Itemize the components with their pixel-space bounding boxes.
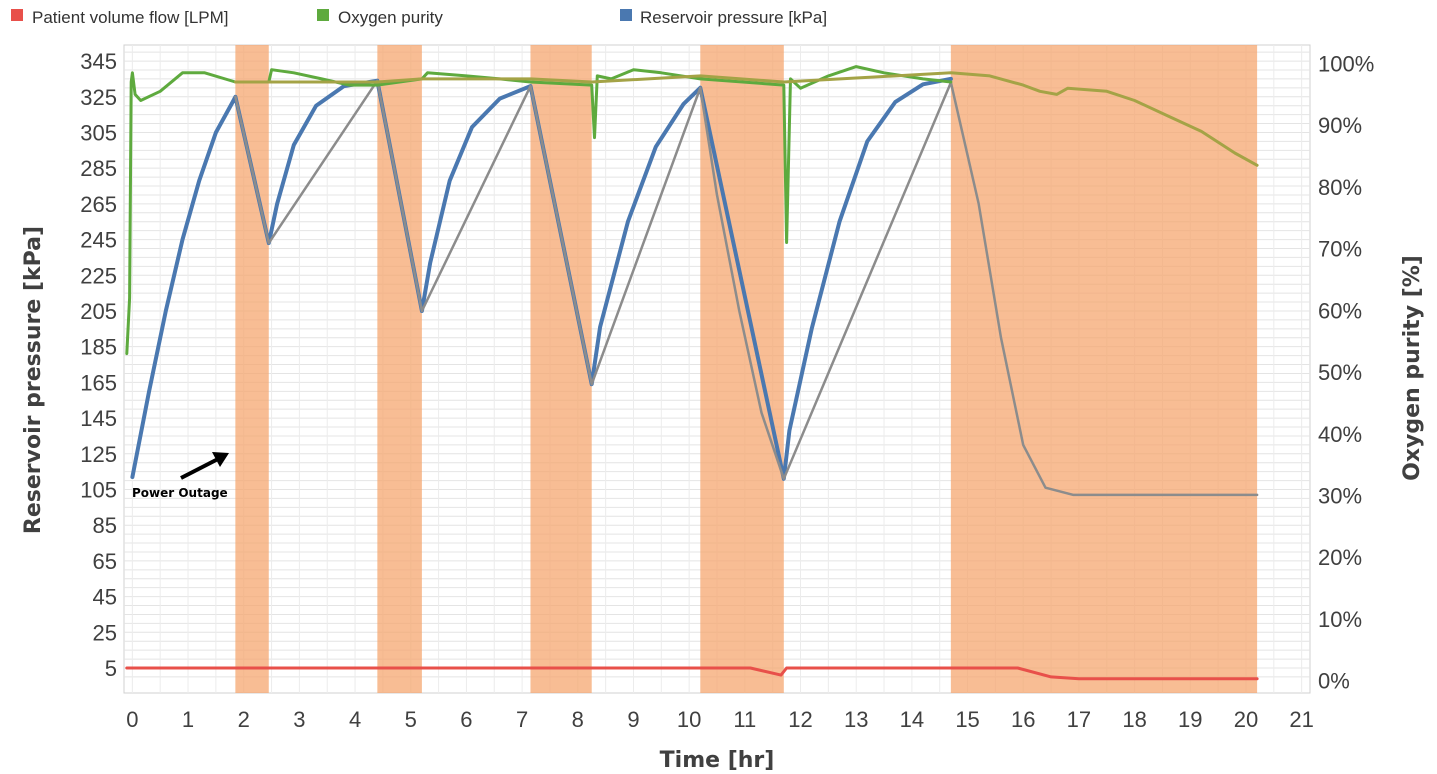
- annotation-arrow: [180, 457, 219, 480]
- legend-label-purity: Oxygen purity: [338, 8, 443, 27]
- y-tick-label: 205: [80, 299, 117, 324]
- power-outage-band: [377, 45, 422, 693]
- y2-tick-label: 70%: [1318, 237, 1362, 262]
- y-axis-title: Reservoir pressure [kPa]: [21, 226, 46, 534]
- x-tick-label: 16: [1011, 707, 1035, 732]
- y-tick-label: 125: [80, 442, 117, 467]
- x-tick-label: 9: [627, 707, 639, 732]
- legend-swatch-purity: [317, 9, 329, 21]
- x-tick-label: 20: [1234, 707, 1258, 732]
- y-tick-label: 5: [105, 656, 117, 681]
- legend-swatch-flow: [11, 9, 23, 21]
- y-tick-label: 65: [93, 549, 117, 574]
- x-tick-label: 21: [1289, 707, 1313, 732]
- x-tick-label: 4: [349, 707, 361, 732]
- power-outage-annotation: Power Outage: [132, 452, 229, 500]
- y2-tick-label: 10%: [1318, 607, 1362, 632]
- x-tick-label: 1: [182, 707, 194, 732]
- series-line-oxygen-purity-outage: [233, 71, 1259, 167]
- x-tick-label: 8: [572, 707, 584, 732]
- power-outage-bands: [235, 45, 1258, 693]
- y2-tick-label: 30%: [1318, 484, 1362, 509]
- y2-tick-label: 0%: [1318, 669, 1350, 694]
- y2-tick-label: 20%: [1318, 545, 1362, 570]
- x-tick-label: 15: [955, 707, 979, 732]
- x-tick-label: 18: [1122, 707, 1146, 732]
- legend-label-flow: Patient volume flow [LPM]: [32, 8, 229, 27]
- x-tick-label: 17: [1067, 707, 1091, 732]
- legend-label-pressure: Reservoir pressure [kPa]: [640, 8, 827, 27]
- y-tick-label: 325: [80, 85, 117, 110]
- x-tick-label: 10: [677, 707, 701, 732]
- y-tick-label: 245: [80, 228, 117, 253]
- y-tick-label: 305: [80, 120, 117, 145]
- x-tick-label: 11: [733, 707, 756, 732]
- y-tick-label: 25: [93, 620, 117, 645]
- y-tick-label: 185: [80, 335, 117, 360]
- y2-tick-label: 60%: [1318, 298, 1362, 323]
- power-outage-band: [530, 45, 592, 693]
- series-line-patient-volume-flow-lpm: [125, 666, 1259, 681]
- y2-tick-label: 50%: [1318, 360, 1362, 385]
- y-tick-label: 345: [80, 49, 117, 74]
- y2-tick-label: 90%: [1318, 113, 1362, 138]
- series-line-oxygen-purity: [125, 65, 953, 356]
- x-tick-label: 13: [844, 707, 868, 732]
- y2-tick-label: 80%: [1318, 175, 1362, 200]
- y-tick-label: 285: [80, 156, 117, 181]
- x-tick-label: 3: [293, 707, 305, 732]
- y2-axis-title: Oxygen purity [%]: [1400, 255, 1425, 481]
- x-tick-label: 19: [1178, 707, 1202, 732]
- series-lines: [125, 65, 1259, 681]
- series-line-reservoir-pressure-kpa: [130, 76, 953, 481]
- series-line-reservoir-pressure-kpa-outage-decay: [234, 79, 1259, 497]
- legend: Patient volume flow [LPM] Oxygen purity …: [11, 8, 827, 27]
- y-tick-label: 85: [93, 513, 117, 538]
- x-axis-title: Time [hr]: [660, 748, 775, 773]
- annotation-arrowhead: [212, 452, 229, 467]
- x-tick-label: 2: [238, 707, 250, 732]
- x-tick-label: 0: [126, 707, 138, 732]
- y2-tick-label: 100%: [1318, 52, 1374, 77]
- y-tick-label: 225: [80, 263, 117, 288]
- y-tick-label: 45: [93, 585, 117, 610]
- x-tick-label: 14: [900, 707, 924, 732]
- y2-tick-label: 40%: [1318, 422, 1362, 447]
- power-outage-band: [235, 45, 269, 693]
- y-tick-label: 265: [80, 192, 117, 217]
- x-tick-label: 6: [460, 707, 472, 732]
- x-tick-label: 7: [516, 707, 528, 732]
- legend-swatch-pressure: [620, 9, 632, 21]
- x-tick-label: 5: [405, 707, 417, 732]
- annotation-label: Power Outage: [132, 486, 228, 500]
- power-outage-band: [950, 45, 1258, 693]
- x-tick-label: 12: [788, 707, 812, 732]
- y-tick-label: 165: [80, 370, 117, 395]
- y-tick-label: 145: [80, 406, 117, 431]
- y-tick-label: 105: [80, 477, 117, 502]
- axis-ticks: 5254565851051251451651852052252452652853…: [80, 49, 1374, 732]
